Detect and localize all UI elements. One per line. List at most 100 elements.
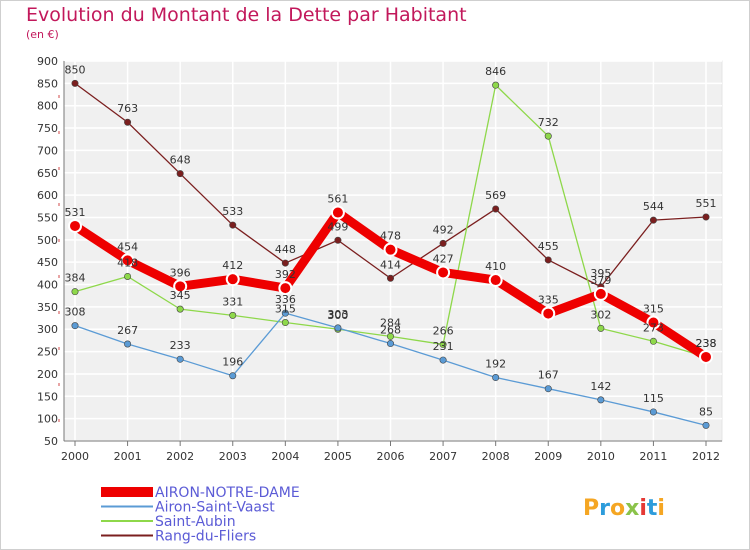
legend-swatch: [101, 487, 153, 497]
data-point: [649, 337, 657, 345]
data-label: 499: [327, 220, 348, 233]
data-point: [281, 319, 289, 327]
y-tick-label: 850: [37, 77, 58, 90]
chart-title: Evolution du Montant de la Dette par Hab…: [26, 4, 467, 26]
data-label: 308: [65, 306, 86, 319]
data-point: [544, 256, 552, 264]
data-point: [386, 274, 394, 282]
y-tick-label: 350: [37, 301, 58, 314]
x-tick-label: 2010: [587, 450, 615, 463]
data-label: 331: [222, 295, 243, 308]
data-point: [649, 408, 657, 416]
data-label: 192: [485, 358, 506, 371]
data-label: 414: [380, 258, 401, 271]
data-label: 238: [696, 337, 717, 350]
x-tick-label: 2006: [377, 450, 405, 463]
data-point: [544, 132, 552, 140]
data-label: 335: [538, 294, 559, 307]
data-label: 763: [117, 102, 138, 115]
data-label: 238: [696, 337, 717, 350]
data-label: 231: [433, 340, 454, 353]
data-label: 345: [170, 289, 191, 302]
data-label: 273: [643, 321, 664, 334]
data-label: 167: [538, 369, 559, 382]
data-label: 303: [327, 308, 348, 321]
x-tick-label: 2005: [324, 450, 352, 463]
data-label: 412: [222, 259, 243, 272]
x-tick-label: 2004: [271, 450, 299, 463]
data-point: [229, 311, 237, 319]
series-layer: [68, 79, 713, 429]
data-label: 448: [275, 243, 296, 256]
data-label: 379: [590, 274, 611, 287]
data-label: 267: [117, 324, 138, 337]
data-label: 268: [380, 324, 401, 337]
data-point: [229, 372, 237, 380]
logo-text: Proxiti: [583, 496, 665, 521]
data-point: [281, 309, 289, 317]
data-label: 551: [696, 197, 717, 210]
data-point: [646, 315, 661, 330]
data-label: 302: [590, 308, 611, 321]
legend-label: Rang-du-Fliers: [155, 529, 256, 545]
data-label: 196: [222, 356, 243, 369]
data-label: 533: [222, 205, 243, 218]
y-tick-label: 200: [37, 368, 58, 381]
data-point: [71, 288, 79, 296]
legend: AIRON-NOTRE-DAMEAiron-Saint-VaastSaint-A…: [101, 485, 300, 545]
data-point: [436, 265, 451, 280]
data-point: [386, 340, 394, 348]
data-label: 531: [65, 206, 86, 219]
data-point: [597, 396, 605, 404]
data-point: [593, 286, 608, 301]
data-point: [176, 355, 184, 363]
data-label: 395: [590, 267, 611, 280]
data-point: [120, 253, 135, 268]
y-tick-label: 300: [37, 323, 58, 336]
data-point: [176, 305, 184, 313]
data-point: [439, 340, 447, 348]
data-point: [702, 213, 710, 221]
data-point: [544, 385, 552, 393]
data-label: 392: [275, 268, 296, 281]
data-point: [699, 349, 713, 364]
data-point: [492, 81, 500, 89]
data-point: [71, 322, 79, 330]
data-label: 455: [538, 240, 559, 253]
y-tick-label: 800: [37, 100, 58, 113]
data-label: 478: [380, 230, 401, 243]
data-point: [492, 374, 500, 382]
data-label: 561: [327, 193, 348, 206]
y-tick-label: 250: [37, 346, 58, 359]
data-label: 846: [485, 65, 506, 78]
data-label: 454: [117, 240, 138, 253]
data-label: 410: [485, 260, 506, 273]
data-label: 315: [275, 303, 296, 316]
x-tick-label: 2009: [534, 450, 562, 463]
chart-subtitle: (en €): [26, 28, 59, 41]
data-label: 850: [65, 63, 86, 76]
x-tick-label: 2001: [114, 450, 142, 463]
data-point: [71, 79, 79, 87]
data-point: [176, 170, 184, 178]
data-label: 648: [170, 154, 191, 167]
data-label: 233: [170, 339, 191, 352]
data-point: [124, 118, 132, 126]
proxiti-logo: Proxiti: [583, 496, 665, 521]
data-label: 115: [643, 392, 664, 405]
y-tick-label: 700: [37, 144, 58, 157]
data-point: [124, 340, 132, 348]
data-point: [439, 356, 447, 364]
data-label: 418: [117, 256, 138, 269]
legend-label: Saint-Aubin: [155, 514, 236, 530]
data-point: [541, 306, 556, 321]
x-tick-label: 2007: [429, 450, 457, 463]
data-label: 396: [170, 266, 191, 279]
x-tick-label: 2003: [219, 450, 247, 463]
data-point: [334, 236, 342, 244]
data-point: [702, 421, 710, 429]
data-point: [597, 324, 605, 332]
data-point: [488, 273, 503, 288]
data-label: 266: [433, 324, 454, 337]
